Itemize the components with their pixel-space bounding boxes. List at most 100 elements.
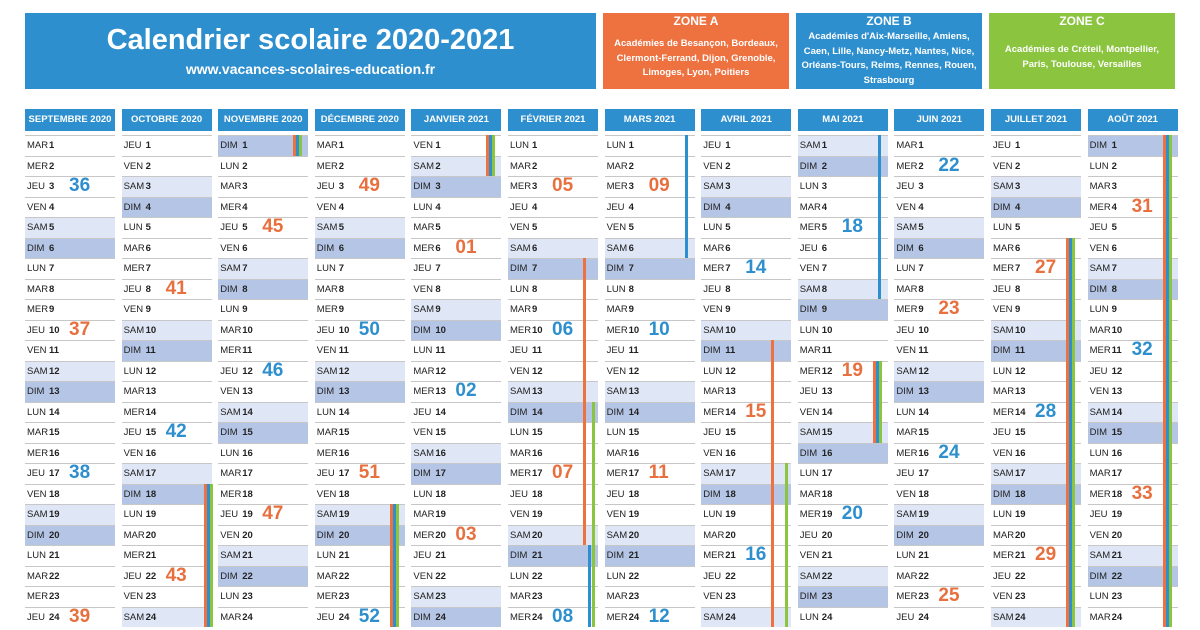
day-row: MAR 24	[218, 606, 309, 628]
weekday-abbr: VEN	[413, 283, 433, 295]
day-number: 9	[725, 304, 731, 315]
weekday-abbr: DIM	[123, 345, 142, 356]
weekday-abbr: DIM	[220, 283, 238, 295]
day-row: LUN 22	[604, 565, 695, 587]
day-row: SAM 17	[991, 463, 1081, 484]
day-number: 10	[242, 324, 253, 336]
weekday-abbr: MAR	[703, 386, 725, 397]
day-number: 8	[821, 283, 828, 295]
weekday-abbr: SAM	[896, 509, 917, 520]
day-row: MER 2	[25, 155, 115, 177]
day-row: VEN 23	[991, 586, 1081, 607]
weekday-abbr: MAR	[316, 283, 338, 295]
day-row: MER 3	[604, 176, 695, 197]
weekday-abbr: LUN	[703, 509, 723, 520]
day-row: MER 16	[25, 442, 115, 464]
day-row: SAM 7	[218, 258, 309, 279]
weekday-abbr: MAR	[606, 447, 628, 459]
day-number: 2	[918, 160, 924, 172]
day-row: MAR 19	[411, 504, 502, 525]
weekday-abbr: MER	[220, 201, 242, 213]
day-number: 10	[49, 324, 60, 336]
day-number: 8	[1015, 283, 1021, 295]
day-number: 4	[1015, 201, 1021, 213]
weekday-abbr: JEU	[123, 283, 142, 295]
day-row: SAM 3	[121, 176, 212, 197]
day-row: VEN 1	[411, 135, 502, 156]
day-row: MER 9	[314, 299, 405, 320]
weekday-abbr: VEN	[316, 345, 337, 356]
day-number: 20	[821, 529, 833, 541]
weekday-abbr: MAR	[510, 447, 532, 459]
weekday-abbr: LUN	[703, 365, 723, 377]
day-row: VEN 18	[25, 483, 115, 505]
weekday-abbr: JEU	[703, 570, 722, 582]
weekday-abbr: MAR	[27, 140, 49, 151]
day-row: LUN 10	[797, 319, 888, 341]
day-number: 14	[918, 406, 929, 418]
month-header: MAI 2021	[797, 109, 888, 131]
day-number: 1	[821, 140, 828, 151]
day-number: 18	[918, 488, 929, 500]
weekday-abbr: MAR	[510, 591, 532, 602]
day-row: VEN 7	[797, 258, 888, 279]
day-number: 3	[1015, 181, 1021, 192]
day-row: JEU 14	[411, 401, 502, 423]
month-header: JUIN 2021	[894, 109, 985, 131]
zone-c-line: Académies de Créteil, Montpellier,	[1004, 44, 1160, 55]
day-number: 7	[242, 263, 248, 274]
day-number: 23	[1111, 591, 1123, 602]
day-row: JEU 5	[218, 217, 309, 238]
holiday-period-bar	[771, 340, 775, 627]
weekday-abbr: LUN	[220, 160, 240, 172]
holiday-period-bar	[392, 504, 396, 627]
day-row: MAR 15	[314, 422, 405, 443]
day-number: 6	[1015, 242, 1021, 254]
day-number: 19	[49, 509, 60, 520]
day-number: 1	[242, 140, 248, 151]
day-row: DIM 14	[604, 401, 695, 422]
day-row: MER 23	[894, 586, 985, 607]
weekday-abbr: DIM	[123, 201, 142, 213]
day-row: JEU 24	[314, 606, 405, 628]
day-number: 7	[918, 263, 924, 274]
weekday-abbr: MER	[510, 468, 532, 479]
weekday-abbr: DIM	[316, 529, 335, 541]
weekday-abbr: MAR	[896, 283, 918, 295]
weekday-abbr: MER	[896, 304, 918, 315]
day-row: VEN 9	[121, 299, 212, 320]
weekday-abbr: LUN	[316, 406, 336, 418]
day-number: 7	[338, 263, 345, 274]
day-number: 7	[1111, 263, 1117, 274]
month-column: JUILLET 2021 JEU 1 VEN 2 SAM 3 DIM 4 LUN 5 MAR 6 MER 7…	[991, 109, 1081, 627]
weekday-abbr: LUN	[413, 201, 433, 213]
day-row: LUN 9	[218, 299, 309, 320]
day-row: LUN 5	[121, 217, 212, 238]
day-row: JEU 22	[991, 565, 1081, 587]
day-number: 10	[918, 324, 929, 336]
day-row: LUN 7	[25, 258, 115, 279]
day-row: VEN 15	[411, 422, 502, 443]
weekday-abbr: MER	[703, 550, 725, 561]
day-number: 6	[435, 242, 441, 254]
week-number: 33	[1131, 482, 1153, 504]
day-row: MER 14	[121, 401, 212, 423]
day-number: 13	[49, 386, 60, 397]
day-row: DIM 15	[218, 422, 309, 443]
day-number: 20	[1015, 529, 1026, 541]
day-number: 5	[145, 222, 151, 233]
day-number: 6	[725, 242, 731, 254]
holiday-period-bar	[877, 135, 881, 299]
day-number: 10	[338, 324, 350, 336]
weekday-abbr: MAR	[606, 160, 628, 172]
day-number: 11	[242, 345, 253, 356]
weekday-abbr: MER	[510, 611, 532, 623]
day-number: 10	[1015, 324, 1026, 336]
day-number: 1	[49, 140, 55, 151]
day-row: MER 17	[508, 463, 598, 484]
day-number: 14	[628, 406, 640, 418]
zone-a-academies: Académies de Besançon, Bordeaux, Clermon…	[603, 30, 789, 81]
day-number: 20	[242, 529, 253, 541]
day-row: LUN 2	[1087, 155, 1178, 177]
day-row: SAM 7	[1087, 258, 1178, 279]
